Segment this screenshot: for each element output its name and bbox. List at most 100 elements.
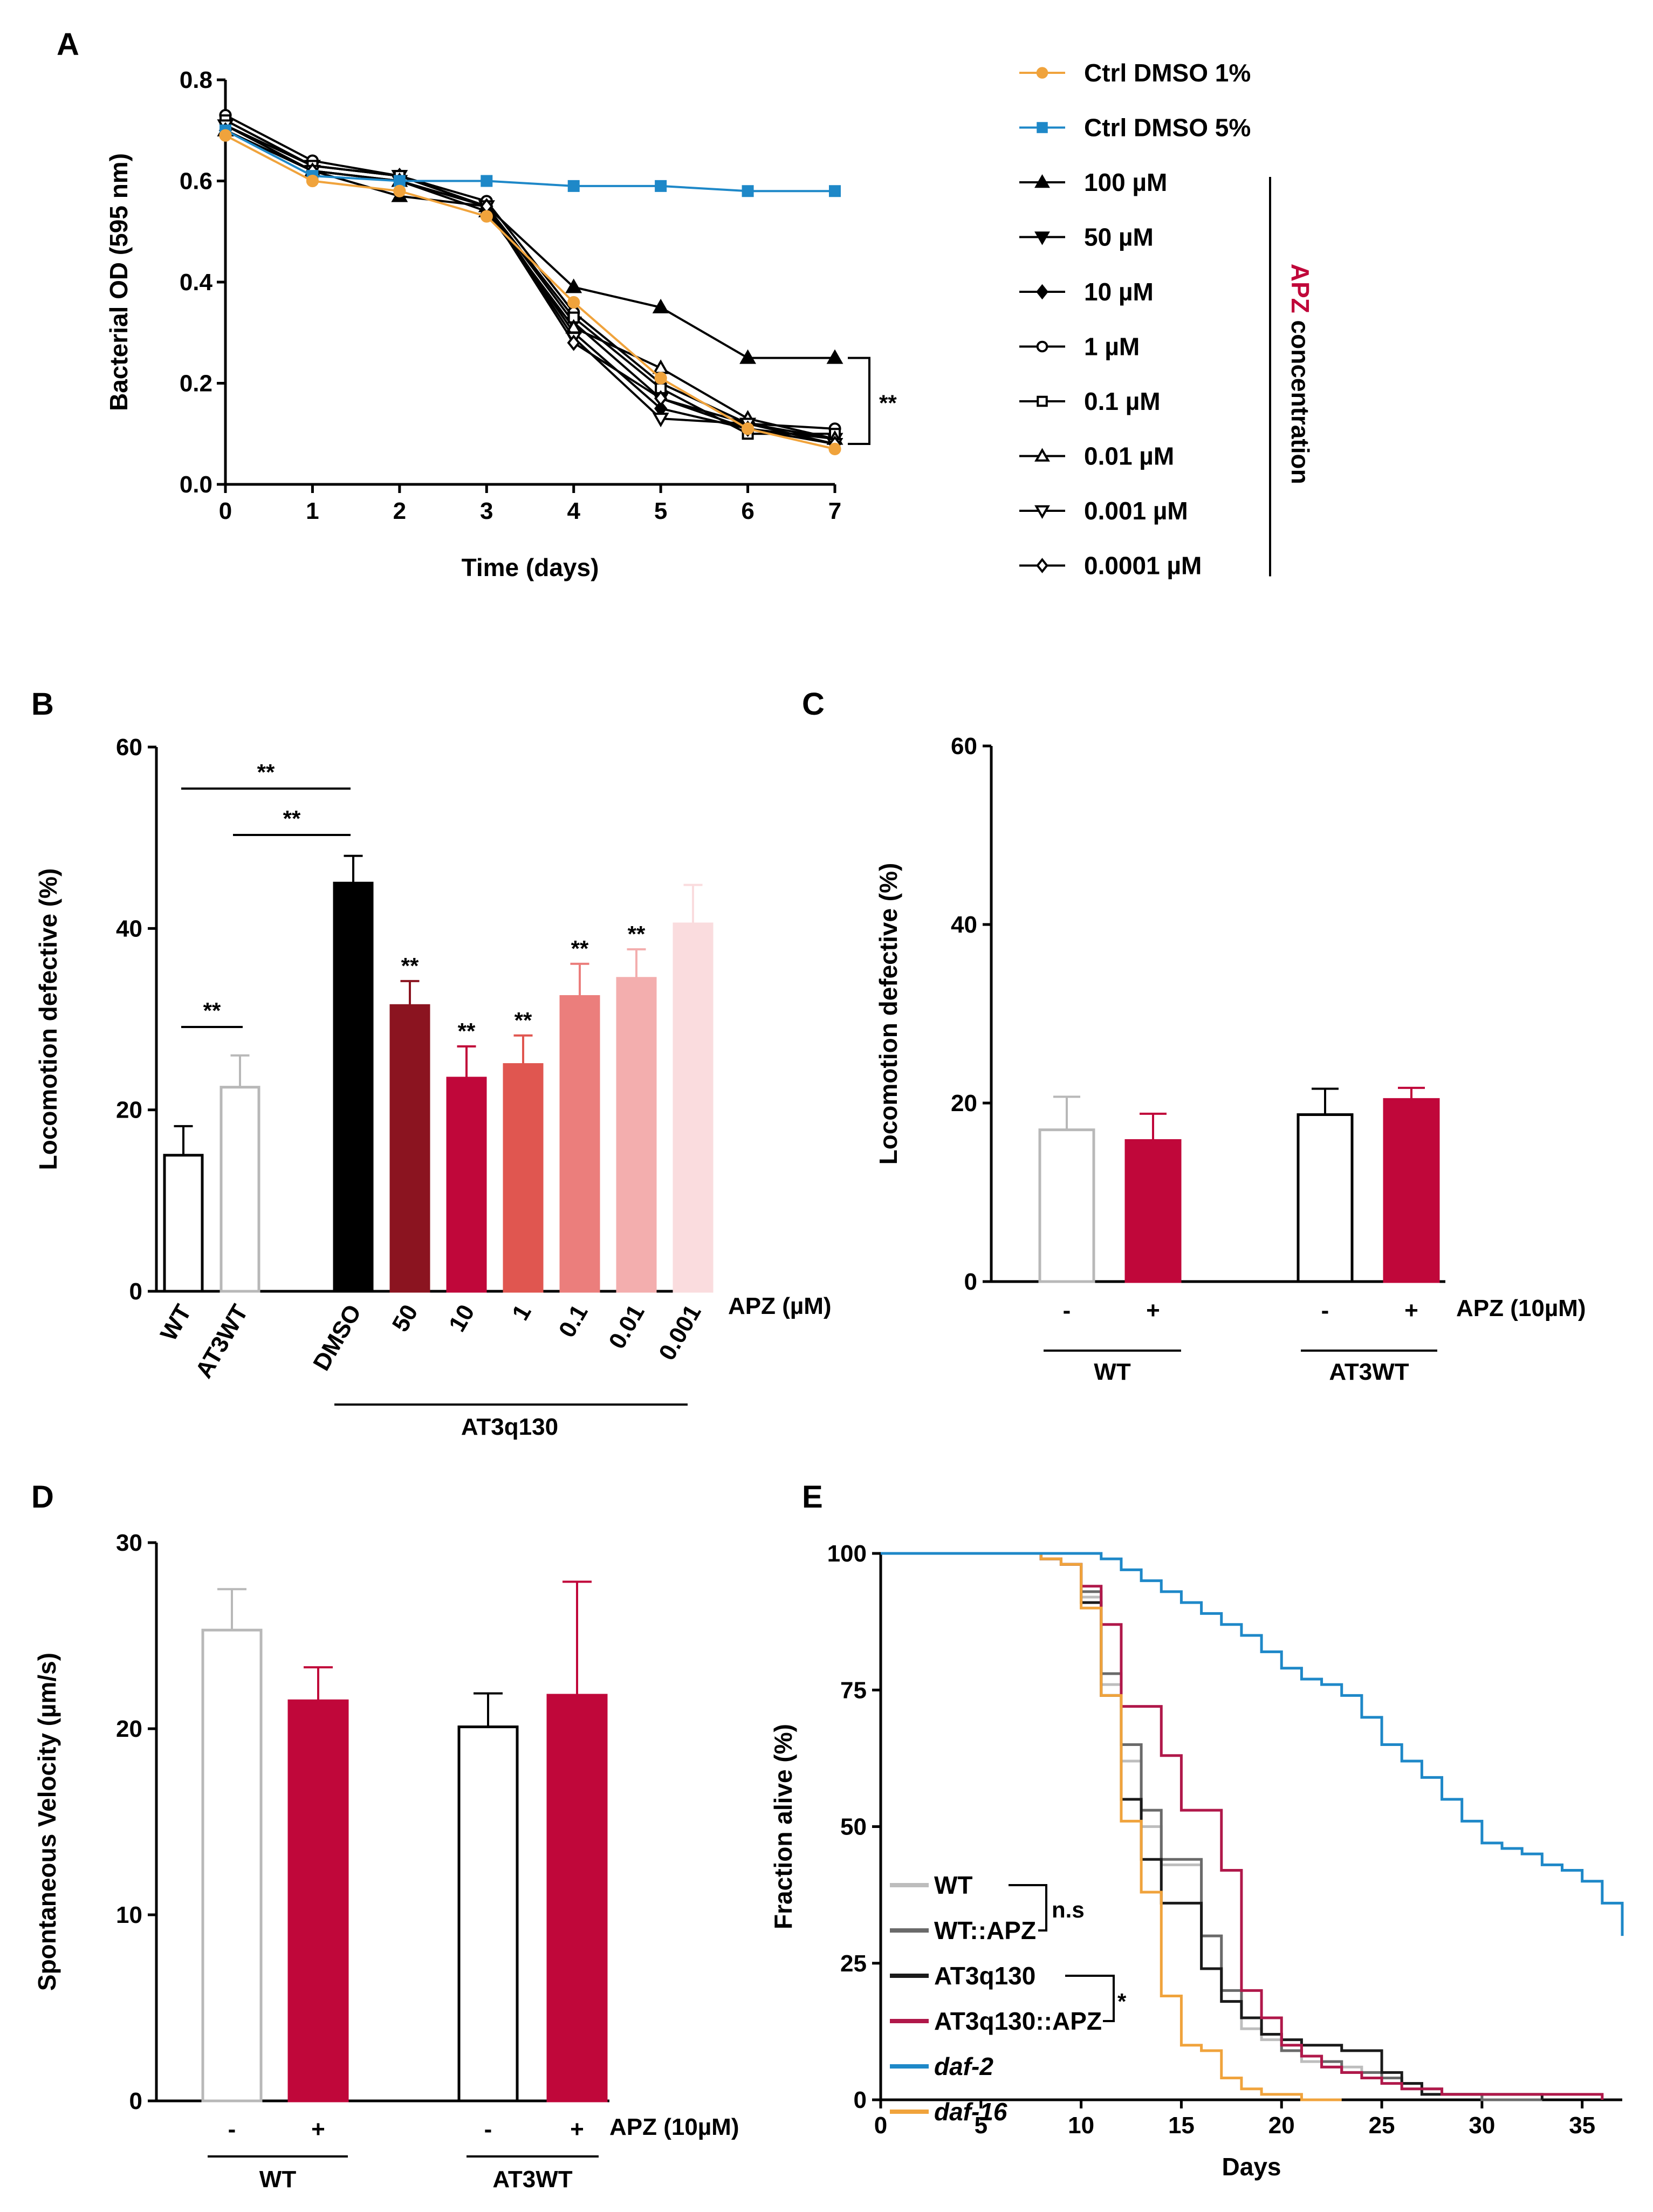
e-comparison-bracket [1065, 1975, 1115, 2022]
a-significance-bracket [848, 357, 870, 445]
a-data-point [741, 422, 755, 435]
panel-label-c: C [802, 687, 825, 722]
d-bar [287, 1699, 349, 2103]
panel-label-d: D [31, 1480, 54, 1515]
a-series-line-6 [225, 119, 835, 435]
a-data-point [652, 413, 669, 428]
a-legend-label: 0.0001 µM [1084, 552, 1202, 580]
e-y-tick-label: 50 [840, 1814, 867, 1840]
a-legend-label: 0.1 µM [1084, 387, 1161, 415]
e-x-axis-title: Days [1222, 2153, 1281, 2181]
e-x-tick-label: 15 [1168, 2112, 1195, 2139]
a-data-point [742, 185, 754, 197]
b-x-tick-label: 0.1 [554, 1300, 593, 1342]
a-data-point [393, 184, 406, 197]
b-bracket-label: ** [283, 806, 301, 831]
e-y-axis-title: Fraction alive (%) [769, 1724, 797, 1929]
d-bar [457, 1725, 519, 2103]
b-bar-significance: ** [515, 1008, 532, 1033]
a-group-label: APZ concentration [1286, 264, 1314, 484]
panel-b-chart: 0 20 40 60 Locomotion defective (%) ** ** ** ** *… [34, 734, 832, 1440]
a-legend-marker [1034, 174, 1050, 188]
e-legend-label: WT [934, 1871, 973, 1899]
b-bar [220, 1086, 260, 1293]
a-x-tick-label: 5 [654, 498, 667, 524]
c-bar [1383, 1098, 1440, 1283]
d-y-tick-label: 0 [129, 2088, 142, 2114]
a-group-label-rest: concentration [1286, 313, 1314, 484]
b-bar-significance: ** [458, 1018, 476, 1044]
a-y-tick-label: 0.4 [180, 269, 213, 296]
e-x-tick-label: 10 [1068, 2112, 1094, 2139]
a-y-tick-label: 0.8 [180, 67, 212, 93]
b-x-tick-label: 1 [507, 1300, 537, 1325]
b-bar [389, 1004, 430, 1293]
panel-c-chart: 0 20 40 60 Locomotion defective (%) - + - + APZ (… [874, 733, 1586, 1385]
a-legend-label: 0.01 µM [1084, 442, 1174, 470]
b-bar-significance: ** [628, 921, 646, 947]
a-legend-label: 100 µM [1084, 168, 1167, 196]
c-y-axis-title: Locomotion defective (%) [874, 863, 902, 1165]
a-series-line-2 [225, 129, 835, 359]
a-data-point [829, 185, 841, 197]
e-x-tick-label: 25 [1369, 2112, 1395, 2139]
a-legend-marker [1037, 395, 1048, 407]
e-legend-label: WT::APZ [934, 1916, 1036, 1944]
a-legend-marker [1037, 122, 1048, 133]
e-x-tick-label: 35 [1569, 2112, 1595, 2139]
b-bar-significance: ** [401, 953, 419, 978]
a-x-tick-label: 7 [828, 498, 841, 524]
a-data-point [828, 442, 841, 455]
a-data-point [654, 372, 667, 385]
b-bar [503, 1063, 544, 1293]
a-legend-marker [1036, 340, 1048, 353]
b-bracket-label: ** [257, 759, 275, 785]
c-y-tick-label: 20 [951, 1090, 977, 1117]
b-x-suffix: APZ (µM) [728, 1293, 832, 1319]
d-x-tick-label: + [570, 2116, 584, 2142]
a-legend-label: 10 µM [1084, 278, 1154, 306]
b-x-tick-label: WT [155, 1300, 197, 1345]
a-data-point [219, 129, 232, 142]
c-group-label: AT3WT [1329, 1359, 1409, 1385]
b-y-tick-label: 0 [129, 1278, 142, 1305]
a-data-point [567, 180, 580, 192]
e-legend-label: AT3q130 [934, 1962, 1035, 1990]
a-legend-marker [1036, 67, 1048, 79]
a-x-tick-label: 6 [741, 498, 754, 524]
panel-label-b: B [31, 687, 54, 722]
a-data-point [306, 174, 319, 188]
b-y-tick-label: 60 [116, 734, 142, 761]
b-bar [616, 977, 657, 1293]
b-y-axis-title: Locomotion defective (%) [34, 868, 62, 1170]
b-bar [333, 881, 374, 1293]
a-data-point [739, 349, 757, 364]
e-legend-label: daf-2 [934, 2052, 993, 2080]
b-y-tick-label: 20 [116, 1097, 142, 1124]
a-data-point [565, 278, 582, 293]
e-comparison-bracket [1009, 1884, 1047, 1932]
b-x-tick-label: 0.01 [603, 1300, 649, 1354]
a-series-line-9 [225, 129, 835, 445]
e-legend-label: daf-16 [934, 2098, 1007, 2126]
a-data-point [567, 296, 580, 309]
d-y-tick-label: 20 [116, 1716, 142, 1742]
b-bracket-label: ** [203, 998, 221, 1023]
a-data-point [481, 175, 493, 187]
a-x-tick-label: 1 [306, 498, 319, 524]
e-comparison-label: n.s [1052, 1897, 1085, 1922]
a-data-point [393, 175, 406, 187]
a-data-point [826, 349, 843, 364]
b-group-label: AT3q130 [461, 1414, 558, 1440]
b-bar [446, 1077, 487, 1293]
a-legend-marker [1034, 231, 1050, 245]
c-y-tick-label: 40 [951, 912, 977, 938]
c-bar [1124, 1139, 1182, 1283]
d-x-tick-label: - [484, 2116, 492, 2142]
e-survival-curve-4 [881, 1552, 1624, 1936]
a-x-tick-label: 0 [219, 498, 232, 524]
a-y-tick-label: 0.2 [180, 371, 212, 397]
panel-d-chart: 0 10 20 30 Spontaneous Velocity (µm/s) - + - + AP… [33, 1530, 739, 2193]
d-bar [546, 1694, 608, 2103]
